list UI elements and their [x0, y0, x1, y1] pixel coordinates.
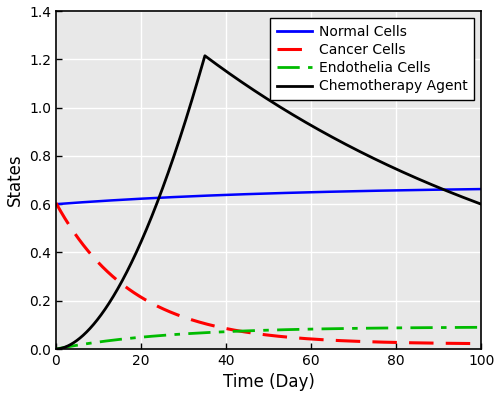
Y-axis label: States: States — [6, 154, 24, 206]
Legend: Normal Cells, Cancer Cells, Endothelia Cells, Chemotherapy Agent: Normal Cells, Cancer Cells, Endothelia C… — [270, 18, 474, 100]
X-axis label: Time (Day): Time (Day) — [222, 374, 314, 391]
